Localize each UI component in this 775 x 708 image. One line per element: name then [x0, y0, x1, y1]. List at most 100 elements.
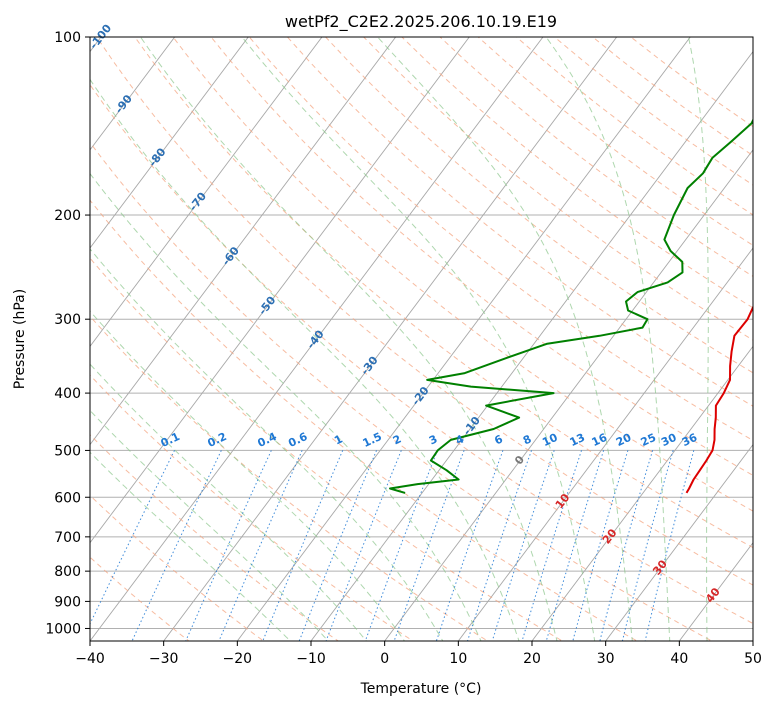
isotherm-line	[90, 37, 249, 249]
y-axis: 100 200 300 400 500 600 700 800 900 1000	[45, 30, 90, 637]
profiles	[389, 117, 753, 494]
isotherm-line	[90, 37, 470, 544]
isotherm-label: -80	[146, 145, 169, 169]
moist-adiabat-line	[90, 310, 406, 641]
moist-adiabat-line	[90, 409, 329, 641]
isotherm-line	[90, 37, 323, 348]
moist-adiabat-line	[139, 37, 558, 641]
mixing-ratio-line	[393, 450, 465, 641]
mixing-ratio-line	[325, 450, 402, 641]
isotherm-line	[163, 37, 618, 641]
mixing-ratio-label: 10	[540, 431, 560, 449]
mixing-ratio-line	[90, 450, 175, 626]
chart-title: wetPf2_C2E2.2025.206.10.19.E19	[285, 12, 557, 32]
mixing-ratio-line	[644, 450, 695, 641]
isotherm-line	[752, 640, 753, 641]
x-tick-label: 10	[449, 651, 467, 667]
y-tick-label: 600	[54, 490, 81, 506]
moist-adiabat-line	[687, 37, 709, 641]
mixing-ratio-line	[621, 450, 674, 641]
isotherm-label: -70	[187, 189, 210, 213]
x-tick-label: −20	[223, 651, 253, 667]
mixing-ratio-label: 1	[332, 432, 344, 447]
isotherm-line	[90, 37, 176, 151]
dry-adiabat-line	[90, 434, 340, 641]
x-axis-label: Temperature (°C)	[360, 681, 482, 697]
mixing-ratio-line	[262, 450, 344, 641]
mixing-ratio-line	[572, 450, 629, 641]
dry-adiabat-line	[134, 37, 753, 549]
x-tick-label: −30	[149, 651, 179, 667]
isotherm-label: -30	[358, 354, 381, 378]
grid-layer	[90, 36, 753, 629]
x-tick-label: 50	[744, 651, 762, 667]
y-tick-label: 700	[54, 530, 81, 546]
isotherm-line	[678, 541, 753, 641]
moist-adiabat-line	[90, 248, 444, 641]
mixing-ratio-label: 0.6	[286, 430, 309, 450]
isotherm-label: 30	[650, 557, 670, 577]
moist-adiabat-line	[90, 363, 367, 641]
moist-adiabat-line	[90, 451, 292, 641]
isotherm-label: 0	[512, 453, 527, 467]
x-tick-label: 0	[380, 651, 389, 667]
y-tick-label: 100	[54, 30, 81, 46]
dry-adiabat-line	[210, 37, 753, 476]
temperature-profile	[685, 304, 753, 494]
isotherm-line	[90, 37, 397, 446]
y-axis-label: Pressure (hPa)	[12, 289, 28, 389]
isotherm-label: -90	[112, 92, 135, 116]
y-tick-label: 400	[54, 386, 81, 402]
mixing-ratio-label: 36	[680, 431, 700, 449]
dry-adiabat-line	[90, 315, 489, 641]
mixing-ratio-label: 1.5	[361, 430, 384, 450]
isotherm-label: 10	[553, 491, 573, 511]
dry-adiabat-line	[90, 141, 713, 641]
dry-adiabat-line	[515, 37, 753, 216]
mixing-ratio-label: 20	[614, 431, 634, 449]
isotherm-line	[310, 50, 753, 641]
mixing-ratio-line	[491, 450, 555, 641]
mixing-ratio-line	[435, 450, 504, 641]
dry-adiabat-line	[90, 199, 639, 641]
mixing-ratio-label: 3	[427, 432, 439, 447]
mixing-ratio-line	[218, 450, 303, 641]
mixing-ratio-label: 13	[568, 431, 587, 449]
dry-adiabat-line	[90, 374, 414, 641]
mixing-ratio-line	[364, 450, 438, 641]
mixing-ratio-label: 16	[590, 431, 610, 449]
isotherm-label: -10	[460, 414, 483, 438]
x-tick-label: −40	[75, 651, 105, 667]
mixing-ratio-label: 30	[659, 431, 679, 449]
dry-adiabat-line	[439, 37, 753, 277]
dry-adiabat-line	[477, 37, 753, 246]
isotherm-label: 20	[600, 526, 620, 546]
moist-adiabat-line	[376, 37, 633, 641]
isotherm-line	[384, 149, 753, 641]
y-tick-label: 900	[54, 594, 81, 610]
moist-adiabat-line	[90, 172, 482, 641]
mixing-ratio-label: 6	[492, 432, 505, 447]
dewpoint-profile	[389, 117, 753, 494]
mixing-ratio-line	[599, 450, 654, 641]
mixing-ratio-line	[185, 450, 272, 641]
background-lines	[90, 37, 753, 641]
y-tick-label: 800	[54, 564, 81, 580]
dry-adiabat-line	[96, 37, 753, 586]
isotherm-label: -40	[304, 327, 327, 351]
y-tick-label: 500	[54, 443, 81, 459]
moist-adiabat-line	[241, 37, 596, 641]
isotherm-line	[605, 443, 753, 641]
dry-adiabat-line	[90, 83, 753, 625]
isotherm-label: -20	[409, 384, 432, 408]
x-tick-label: 20	[523, 651, 541, 667]
mixing-ratio-label: 0.4	[256, 430, 279, 450]
dry-adiabat-line	[90, 494, 265, 641]
moist-adiabat-line	[90, 78, 520, 641]
dry-adiabat-line	[90, 257, 564, 641]
isotherm-label: -60	[219, 244, 242, 268]
y-tick-label: 300	[54, 312, 81, 328]
dry-adiabat-line	[90, 556, 190, 641]
